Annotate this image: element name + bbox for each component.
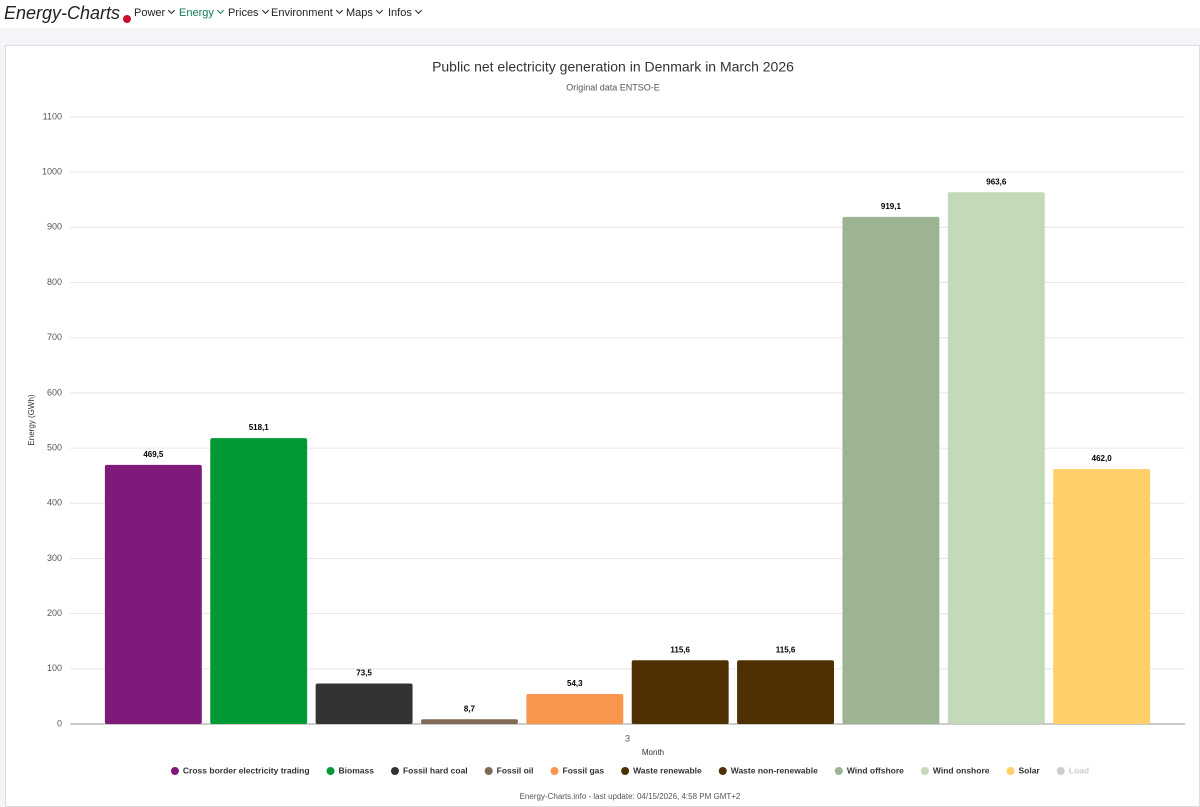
y-tick-label: 800	[47, 277, 62, 287]
legend-marker	[390, 767, 399, 775]
y-tick-label: 100	[47, 663, 62, 673]
legend-marker	[170, 767, 179, 775]
bar	[315, 683, 413, 724]
bar	[526, 694, 624, 724]
y-tick-label: 300	[47, 553, 62, 563]
chart-subtitle: Original data ENTSO-E	[566, 82, 660, 92]
y-tick-label: 700	[47, 332, 62, 342]
flag	[123, 15, 132, 23]
legend-label: Fossil hard coal	[403, 765, 468, 775]
legend-marker	[326, 767, 335, 775]
legend-label: Waste renewable	[633, 765, 702, 775]
menu-item[interactable]: Environment	[271, 6, 343, 19]
menu-item[interactable]: Energy	[179, 6, 224, 19]
value-label: 963,6	[986, 177, 1007, 186]
nav-bar: Energy-Charts Power Energy Prices Enviro…	[0, 0, 1200, 28]
y-tick-label: 1100	[43, 111, 62, 121]
legend-label: Wind offshore	[847, 765, 904, 775]
x-tick-label: 3	[625, 733, 630, 743]
y-tick-label: 500	[47, 442, 62, 452]
legend-marker	[718, 767, 727, 775]
value-label: 462,0	[1092, 454, 1113, 463]
legend-label: Cross border electricity trading	[183, 765, 310, 775]
legend-label: Wind onshore	[933, 765, 990, 775]
bar	[842, 216, 940, 724]
y-tick-label: 400	[47, 498, 62, 508]
y-tick-label: 0	[57, 718, 62, 728]
bar	[631, 660, 729, 724]
bar	[1053, 469, 1151, 724]
menu-item[interactable]: Maps	[346, 6, 383, 19]
legend-marker	[550, 767, 559, 775]
menu-item[interactable]: Power	[134, 6, 176, 19]
legend-marker	[1006, 767, 1015, 775]
legend-label: Waste non-renewable	[731, 765, 818, 775]
y-tick-label: 900	[47, 222, 62, 232]
bar	[210, 438, 308, 724]
value-label: 115,6	[776, 645, 796, 654]
legend-marker	[1056, 767, 1065, 775]
x-axis-label: Month	[642, 748, 664, 757]
legend-marker	[484, 767, 493, 775]
legend-label: Load	[1069, 765, 1089, 775]
y-tick-label: 1000	[42, 167, 62, 177]
bar	[947, 192, 1045, 724]
legend-marker	[834, 767, 843, 775]
footer: Energy-Charts.info - last update: 04/15/…	[520, 792, 741, 801]
value-label: 919,1	[881, 202, 902, 211]
value-label: 8,7	[464, 704, 476, 713]
legend-marker	[621, 767, 630, 775]
brand-text: Energy-Charts	[4, 3, 121, 23]
value-label: 115,6	[670, 645, 690, 654]
brand[interactable]: Energy-Charts	[4, 3, 132, 24]
value-label: 518,1	[249, 423, 270, 432]
legend-marker	[920, 767, 929, 775]
value-label: 73,5	[356, 669, 372, 678]
value-label: 469,5	[143, 450, 164, 459]
legend-label: Fossil gas	[563, 765, 605, 775]
bar	[420, 719, 518, 724]
bar	[104, 464, 202, 724]
legend-label: Biomass	[339, 765, 375, 775]
legend-label: Solar	[1018, 765, 1040, 775]
y-axis-label: Energy (GWh)	[27, 394, 36, 445]
chart-title: Public net electricity generation in Den…	[432, 59, 794, 75]
bar	[737, 660, 835, 724]
value-label: 54,3	[567, 679, 583, 688]
legend-label: Fossil oil	[497, 765, 534, 775]
menu-item[interactable]: Infos	[388, 6, 422, 19]
menu-item[interactable]: Prices	[228, 6, 269, 19]
y-tick-label: 600	[47, 387, 62, 397]
y-tick-label: 200	[47, 608, 62, 618]
